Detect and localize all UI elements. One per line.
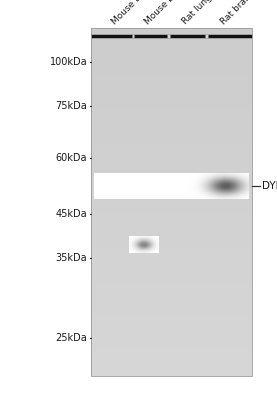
Bar	[91, 312, 252, 318]
Text: 35kDa: 35kDa	[56, 253, 87, 263]
Bar	[91, 173, 252, 179]
Bar	[91, 278, 252, 283]
Bar	[91, 324, 252, 330]
Bar	[91, 185, 252, 190]
Bar	[91, 353, 252, 358]
Bar	[91, 80, 252, 86]
Bar	[91, 115, 252, 121]
Bar	[91, 335, 252, 341]
Bar	[91, 28, 252, 376]
Bar	[91, 318, 252, 324]
Bar	[91, 74, 252, 80]
Bar	[91, 219, 252, 225]
Bar	[91, 330, 252, 335]
Text: 75kDa: 75kDa	[55, 101, 87, 111]
Bar	[91, 190, 252, 196]
Bar	[91, 103, 252, 109]
Bar	[91, 121, 252, 126]
Bar	[91, 156, 252, 161]
Bar	[91, 150, 252, 156]
Bar	[91, 45, 252, 51]
Bar	[91, 132, 252, 138]
Bar	[91, 69, 252, 74]
Bar	[91, 260, 252, 266]
Bar	[91, 167, 252, 173]
Bar	[91, 179, 252, 184]
Text: Mouse brain: Mouse brain	[143, 0, 189, 26]
Bar	[91, 214, 252, 219]
Bar	[91, 161, 252, 167]
Bar	[91, 28, 252, 34]
Bar	[91, 138, 252, 144]
Text: Rat lung: Rat lung	[181, 0, 214, 26]
Bar	[91, 295, 252, 301]
Bar	[91, 301, 252, 306]
Bar	[91, 289, 252, 295]
Text: 100kDa: 100kDa	[50, 57, 87, 67]
Bar	[91, 34, 252, 40]
Bar	[91, 225, 252, 231]
Bar	[91, 202, 252, 208]
Bar	[91, 370, 252, 376]
Bar	[91, 306, 252, 312]
Bar	[91, 254, 252, 260]
Bar	[91, 126, 252, 132]
Bar	[91, 51, 252, 57]
Text: 60kDa: 60kDa	[56, 153, 87, 163]
Bar	[91, 364, 252, 370]
Bar	[91, 358, 252, 364]
Text: Rat brain: Rat brain	[219, 0, 255, 26]
Bar	[91, 28, 252, 376]
Bar	[91, 92, 252, 98]
Bar	[91, 248, 252, 254]
Bar	[91, 231, 252, 237]
Bar	[91, 98, 252, 103]
Bar	[91, 242, 252, 248]
Bar	[91, 347, 252, 353]
Text: 25kDa: 25kDa	[55, 333, 87, 343]
Bar	[91, 237, 252, 242]
Bar	[91, 266, 252, 272]
Bar	[91, 86, 252, 92]
Text: 45kDa: 45kDa	[56, 209, 87, 219]
Bar	[91, 208, 252, 214]
Bar	[91, 144, 252, 150]
Bar	[91, 40, 252, 45]
Bar	[91, 272, 252, 278]
Bar	[91, 196, 252, 202]
Bar	[91, 63, 252, 69]
Text: Mouse testis: Mouse testis	[110, 0, 157, 26]
Bar	[91, 341, 252, 347]
Bar	[91, 283, 252, 289]
Bar	[91, 57, 252, 63]
Text: DYNC1LI2: DYNC1LI2	[262, 181, 277, 191]
Bar	[91, 109, 252, 115]
